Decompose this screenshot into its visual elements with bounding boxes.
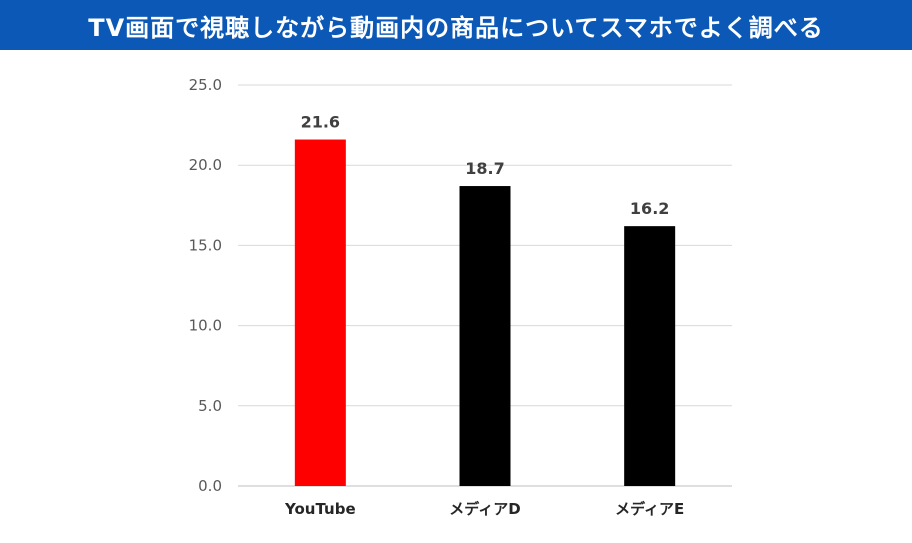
bar (459, 186, 511, 486)
y-tick-label: 25.0 (189, 76, 222, 94)
y-axis-ticks: 0.0 5.0 10.0 15.0 20.0 25.0 (189, 76, 222, 495)
category-label: メディアD (449, 500, 520, 518)
bar (294, 139, 346, 486)
category-label: メディアE (615, 500, 684, 518)
chart-title: TV画面で視聴しながら動画内の商品についてスマホでよく調べる (88, 13, 824, 42)
data-label: 21.6 (301, 113, 340, 132)
y-tick-label: 5.0 (198, 397, 222, 415)
category-label: YouTube (284, 500, 356, 518)
data-label: 16.2 (630, 199, 669, 218)
data-labels: 21.6 18.7 16.2 (301, 113, 670, 219)
y-tick-label: 10.0 (189, 317, 222, 335)
data-label: 18.7 (465, 159, 504, 178)
y-tick-label: 0.0 (198, 477, 222, 495)
y-tick-label: 20.0 (189, 156, 222, 174)
x-axis-categories: YouTube メディアD メディアE (284, 500, 684, 518)
bar-chart: 0.0 5.0 10.0 15.0 20.0 25.0 21.6 18.7 16.2 YouT… (189, 76, 732, 518)
y-tick-label: 15.0 (189, 236, 222, 254)
bars (294, 139, 676, 487)
bar (624, 226, 676, 487)
title-bar: TV画面で視聴しながら動画内の商品についてスマホでよく調べる (0, 0, 912, 50)
